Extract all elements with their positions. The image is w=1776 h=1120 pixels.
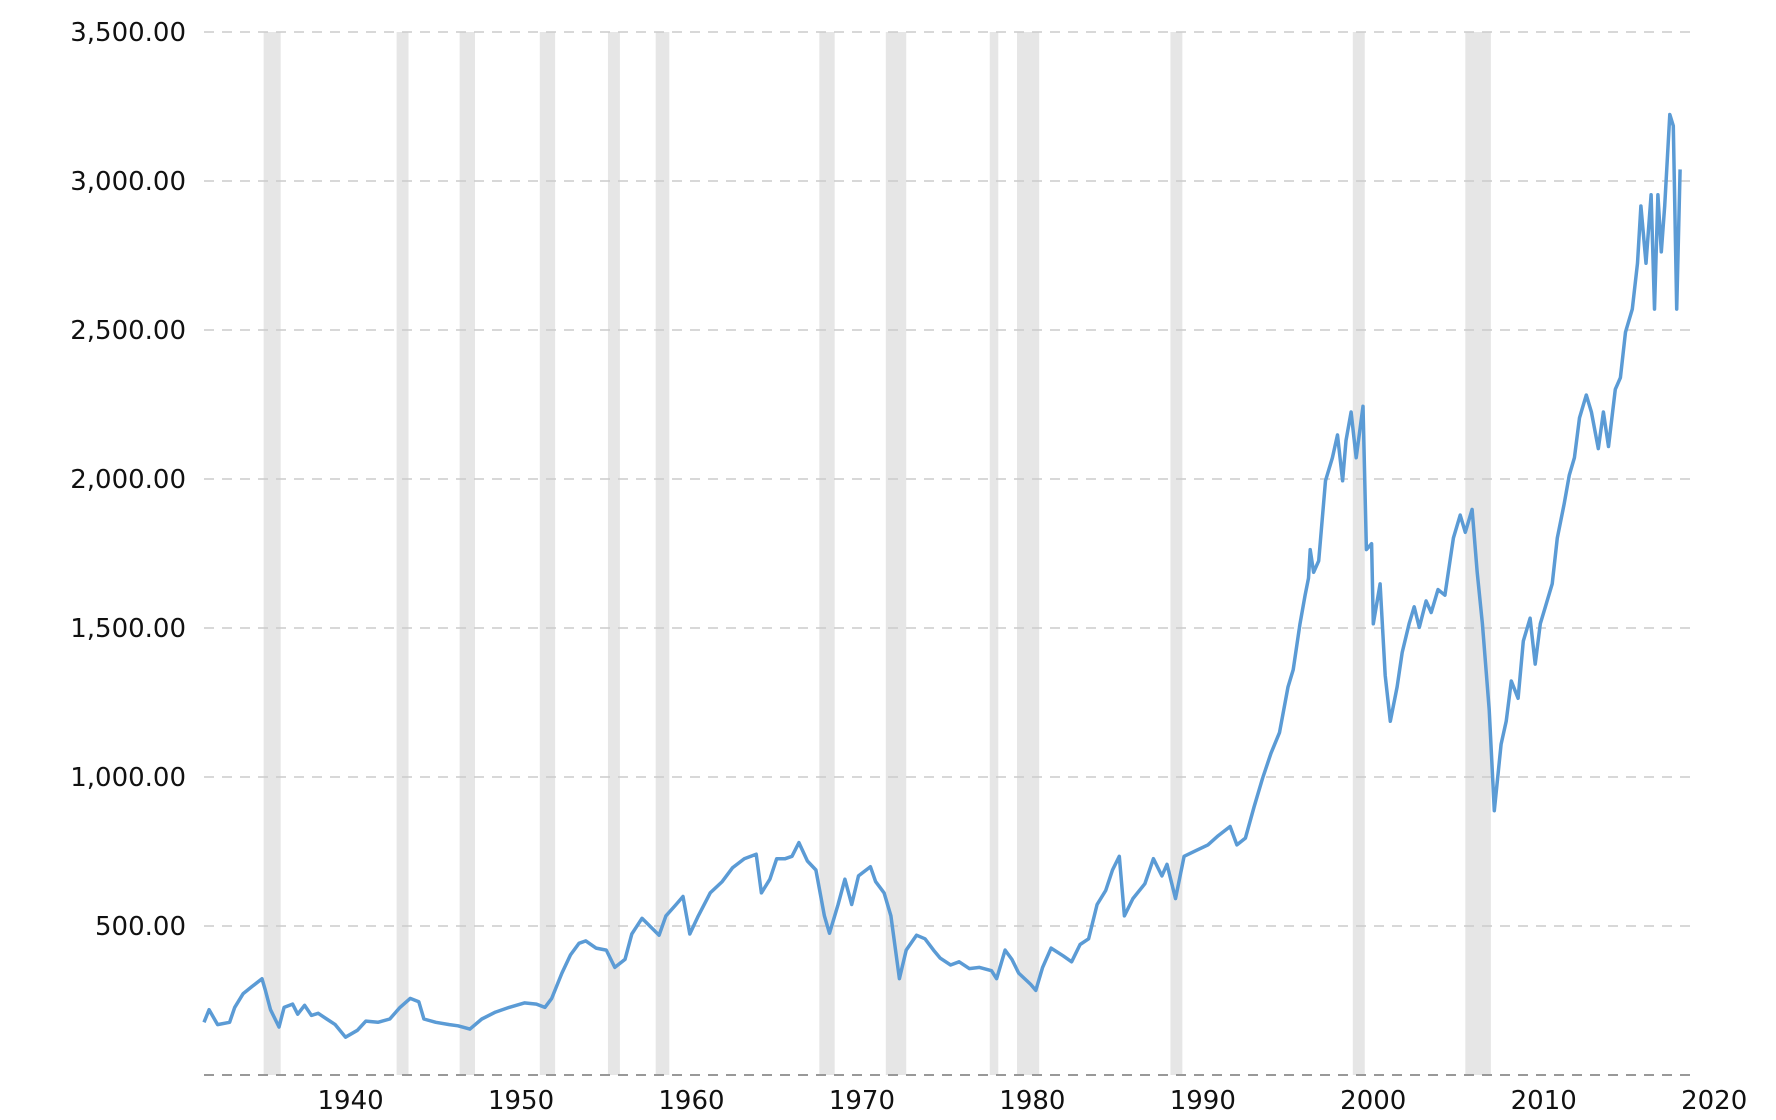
y-tick-label: 1,000.00 [70, 763, 186, 793]
recession-band [989, 32, 999, 1075]
series-line [202, 112, 1682, 1039]
y-tick-label: 3,000.00 [70, 167, 186, 197]
recession-band [1017, 32, 1040, 1075]
recession-band [607, 32, 620, 1075]
recession-band [655, 32, 670, 1075]
x-axis: 1940 1950 1960 1970 1980 1990 2000 2010 2020 [317, 1086, 1747, 1116]
recession-band [459, 32, 476, 1075]
recession-band [396, 32, 409, 1075]
x-tick-label: 1960 [658, 1086, 724, 1116]
recession-band [539, 32, 556, 1075]
y-axis: 500.00 1,000.00 1,500.00 2,000.00 2,500.00 3,… [70, 18, 186, 942]
y-tick-label: 2,000.00 [70, 465, 186, 495]
x-tick-label: 2010 [1511, 1086, 1577, 1116]
y-tick-label: 1,500.00 [70, 614, 186, 644]
x-tick-label: 1950 [488, 1086, 554, 1116]
x-tick-label: 2020 [1681, 1086, 1747, 1116]
recession-band [819, 32, 835, 1075]
x-tick-label: 1940 [317, 1086, 383, 1116]
x-tick-label: 1970 [829, 1086, 895, 1116]
series-layer [202, 112, 1682, 1039]
recession-band [1352, 32, 1365, 1075]
x-tick-label: 1980 [999, 1086, 1065, 1116]
recession-band [1170, 32, 1183, 1075]
x-tick-label: 1990 [1170, 1086, 1236, 1116]
y-tick-label: 2,500.00 [70, 316, 186, 346]
gridlines [204, 31, 1692, 1076]
y-tick-label: 3,500.00 [70, 18, 186, 48]
recession-band [263, 32, 281, 1075]
x-tick-label: 2000 [1340, 1086, 1406, 1116]
recession-band [885, 32, 907, 1075]
recession-band [1465, 32, 1491, 1075]
recession-bands [263, 32, 1491, 1075]
y-tick-label: 500.00 [95, 912, 186, 942]
